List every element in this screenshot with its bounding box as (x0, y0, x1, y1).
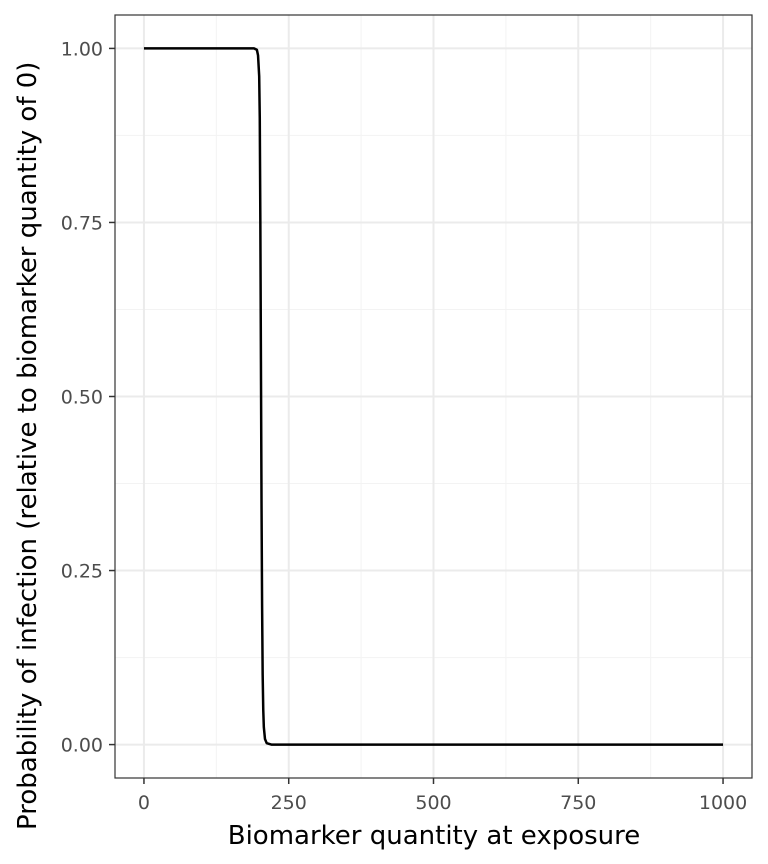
y-axis-title: Probability of infection (relative to bi… (13, 62, 43, 830)
y-tick-label: 0.75 (61, 212, 103, 234)
y-tick-label: 0.25 (61, 561, 103, 583)
x-axis-title: Biomarker quantity at exposure (228, 821, 641, 851)
x-tick-label: 500 (415, 792, 451, 814)
y-tick-label: 0.50 (61, 387, 103, 409)
x-tick-label: 1000 (699, 792, 747, 814)
x-tick-label: 250 (271, 792, 307, 814)
x-tick-label: 0 (138, 792, 150, 814)
series-line (143, 47, 724, 746)
y-tick-label: 1.00 (61, 38, 103, 60)
y-tick-label: 0.00 (61, 735, 103, 757)
series-layer (143, 47, 724, 746)
grid-layer (115, 15, 752, 778)
ticks-layer: 0 250 500 750 1000 0.00 0.25 0.50 0.75 1.00 (61, 38, 748, 814)
x-tick-label: 750 (560, 792, 596, 814)
